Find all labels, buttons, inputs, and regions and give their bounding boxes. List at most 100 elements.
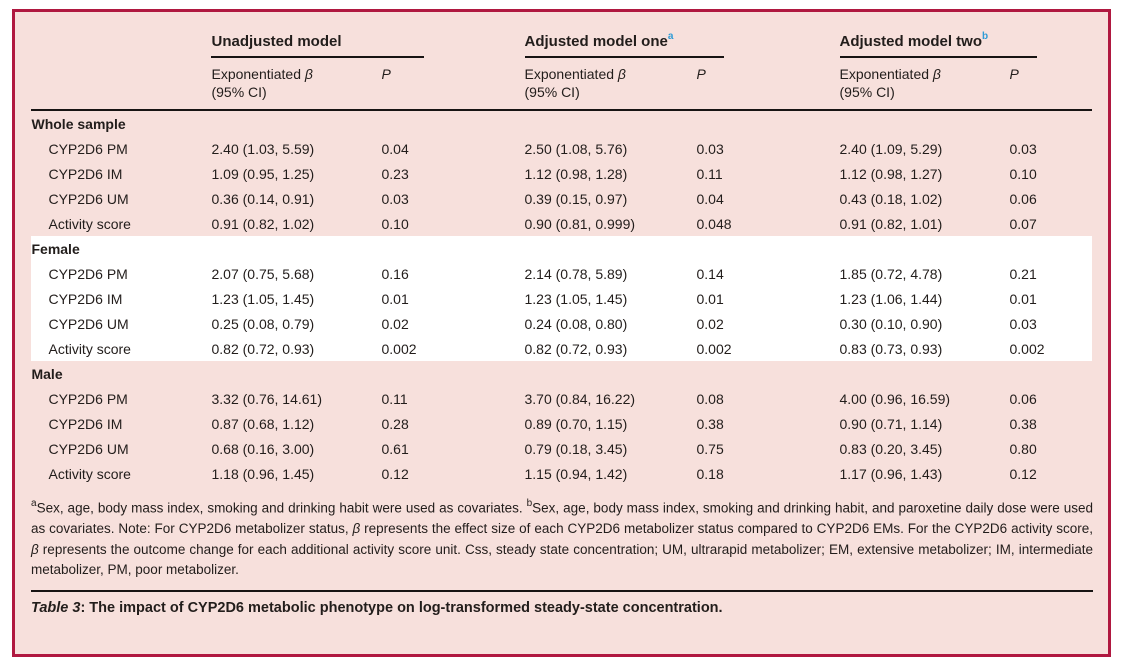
table-caption: Table 3: The impact of CYP2D6 metabolic … <box>31 589 1093 626</box>
p-value-cell: 0.10 <box>1009 165 1037 182</box>
p-value-cell: 0.07 <box>1009 215 1037 232</box>
beta-ci-cell: 1.23 (1.05, 1.45) <box>524 286 697 312</box>
beta-ci-cell: 0.39 (0.15, 0.97) <box>524 190 628 207</box>
p-value-cell: 0.23 <box>381 165 409 182</box>
p-value-cell: 0.04 <box>696 190 724 207</box>
row-label: CYP2D6 UM <box>48 440 129 457</box>
footnote-text: Sex, age, body mass index, smoking and d… <box>36 500 527 516</box>
table-row: Activity score 0.91 (0.82, 1.02) 0.10 0.90 … <box>31 211 1091 236</box>
p-value-cell: 0.38 <box>696 415 724 432</box>
beta-ci-cell: 0.79 (0.18, 3.45) <box>524 440 628 457</box>
p-value-cell: 0.01 <box>1009 286 1092 312</box>
beta-ci-cell: 0.91 (0.82, 1.02) <box>211 215 315 232</box>
footnote-text: represents the outcome change for each a… <box>31 541 1093 578</box>
section-title: Female <box>31 236 1092 262</box>
p-value-cell: 0.02 <box>696 311 840 337</box>
beta-ci-cell: 1.23 (1.05, 1.45) <box>211 286 382 312</box>
p-value-cell: 0.14 <box>696 261 840 287</box>
beta-ci-cell: 0.90 (0.81, 0.999) <box>524 215 636 232</box>
p-value-cell: 0.01 <box>696 286 840 312</box>
p-value-cell: 0.04 <box>381 140 409 157</box>
beta-ci-cell: 0.36 (0.14, 0.91) <box>211 190 315 207</box>
p-value-cell: 0.06 <box>1009 390 1037 407</box>
p-value-cell: 0.61 <box>381 440 409 457</box>
beta-ci-cell: 0.25 (0.08, 0.79) <box>211 311 382 337</box>
beta-ci-cell: 1.17 (0.96, 1.43) <box>839 465 943 482</box>
beta-symbol: β <box>352 521 361 537</box>
col-header-p-1: P <box>381 58 525 112</box>
group-label: Unadjusted model <box>211 33 342 50</box>
beta-ci-cell: 1.12 (0.98, 1.27) <box>839 165 943 182</box>
row-label: Activity score <box>31 336 212 362</box>
p-value-cell: 0.12 <box>1009 465 1037 482</box>
table-row: CYP2D6 PM 2.07 (0.75, 5.68) 0.16 2.14 (0.78… <box>31 261 1092 287</box>
p-value-cell: 0.002 <box>696 336 840 362</box>
p-value-cell: 0.11 <box>696 165 723 182</box>
beta-ci-cell: 0.87 (0.68, 1.12) <box>211 415 315 432</box>
table-row: Activity score 0.82 (0.72, 0.93) 0.002 0.82… <box>31 336 1092 362</box>
table-row: CYP2D6 UM 0.68 (0.16, 3.00) 0.61 0.79 (0.18… <box>31 436 1091 461</box>
footnote-text: represents the effect size of each CYP2D… <box>360 521 1093 537</box>
beta-ci-cell: 2.07 (0.75, 5.68) <box>211 261 382 287</box>
beta-ci-cell: 0.68 (0.16, 3.00) <box>211 440 315 457</box>
row-label: CYP2D6 IM <box>48 165 123 182</box>
footnote-superscript: a <box>31 498 37 510</box>
row-label: Activity score <box>48 215 131 232</box>
table-row: CYP2D6 IM 1.23 (1.05, 1.45) 0.01 1.23 (1.05… <box>31 286 1092 312</box>
col-header-p-2: P <box>696 58 840 112</box>
beta-ci-cell: 1.12 (0.98, 1.28) <box>524 165 628 182</box>
beta-ci-cell: 3.70 (0.84, 16.22) <box>524 390 636 407</box>
p-value-cell: 0.06 <box>1009 190 1037 207</box>
footnote-marker-b: b <box>982 31 989 42</box>
table-row: CYP2D6 IM 1.09 (0.95, 1.25) 0.23 1.12 (0.98… <box>31 161 1091 186</box>
group-label: Adjusted model two <box>839 33 983 50</box>
beta-ci-cell: 1.15 (0.94, 1.42) <box>524 465 628 482</box>
row-label: CYP2D6 IM <box>31 286 212 312</box>
col-header-exp-beta-1: Exponentiated β (95% CI) <box>211 58 382 112</box>
table-row: CYP2D6 PM 3.32 (0.76, 14.61) 0.11 3.70 (0.8… <box>31 386 1091 411</box>
beta-ci-cell: 4.00 (0.96, 16.59) <box>839 390 951 407</box>
row-label: CYP2D6 UM <box>48 190 129 207</box>
p-value-cell: 0.048 <box>696 215 732 232</box>
section-header-row: Whole sample <box>31 110 1091 136</box>
beta-ci-cell: 0.82 (0.72, 0.93) <box>211 336 382 362</box>
table-frame: Unadjusted model Adjusted model onea Adj… <box>12 9 1111 657</box>
p-value-cell: 0.12 <box>381 465 409 482</box>
col-header-exp-beta-3: Exponentiated β (95% CI) <box>839 58 1010 112</box>
beta-ci-cell: 0.83 (0.73, 0.93) <box>839 336 1010 362</box>
col-header-p-3: P <box>1009 58 1092 112</box>
p-value-cell: 0.08 <box>696 390 724 407</box>
beta-ci-cell: 2.40 (1.09, 5.29) <box>839 140 943 157</box>
p-value-cell: 0.38 <box>1009 415 1037 432</box>
results-table: Unadjusted model Adjusted model onea Adj… <box>31 22 1092 486</box>
section-title: Whole sample <box>31 116 126 133</box>
column-subheader-row: Exponentiated β (95% CI) P Exponentiated … <box>31 58 1092 112</box>
p-value-cell: 0.75 <box>696 440 724 457</box>
beta-ci-cell: 1.18 (0.96, 1.45) <box>211 465 315 482</box>
p-value-cell: 0.80 <box>1009 440 1037 457</box>
beta-ci-cell: 1.85 (0.72, 4.78) <box>839 261 1010 287</box>
footnote-superscript: b <box>526 498 533 510</box>
row-label: CYP2D6 PM <box>48 390 128 407</box>
p-value-cell: 0.03 <box>381 190 409 207</box>
caption-table-number: Table 3 <box>31 599 81 616</box>
beta-ci-cell: 0.91 (0.82, 1.01) <box>839 215 943 232</box>
p-value-cell: 0.01 <box>381 286 525 312</box>
p-value-cell: 0.11 <box>381 390 408 407</box>
row-label: Activity score <box>48 465 131 482</box>
table-footnote: aSex, age, body mass index, smoking and … <box>31 486 1093 590</box>
row-label: CYP2D6 PM <box>48 140 128 157</box>
beta-ci-cell: 0.82 (0.72, 0.93) <box>524 336 697 362</box>
group-header-adjusted-one: Adjusted model onea <box>524 22 840 58</box>
table-row: CYP2D6 IM 0.87 (0.68, 1.12) 0.28 0.89 (0.70… <box>31 411 1091 436</box>
beta-ci-cell: 2.40 (1.03, 5.59) <box>211 140 315 157</box>
group-label: Adjusted model one <box>524 33 668 50</box>
beta-ci-cell: 1.23 (1.06, 1.44) <box>839 286 1010 312</box>
beta-ci-cell: 0.89 (0.70, 1.15) <box>524 415 628 432</box>
empty-corner-cell <box>31 22 211 58</box>
p-value-cell: 0.10 <box>381 215 409 232</box>
p-value-cell: 0.21 <box>1009 261 1092 287</box>
p-value-cell: 0.03 <box>1009 311 1092 337</box>
beta-ci-cell: 0.43 (0.18, 1.02) <box>839 190 943 207</box>
beta-ci-cell: 2.50 (1.08, 5.76) <box>524 140 628 157</box>
